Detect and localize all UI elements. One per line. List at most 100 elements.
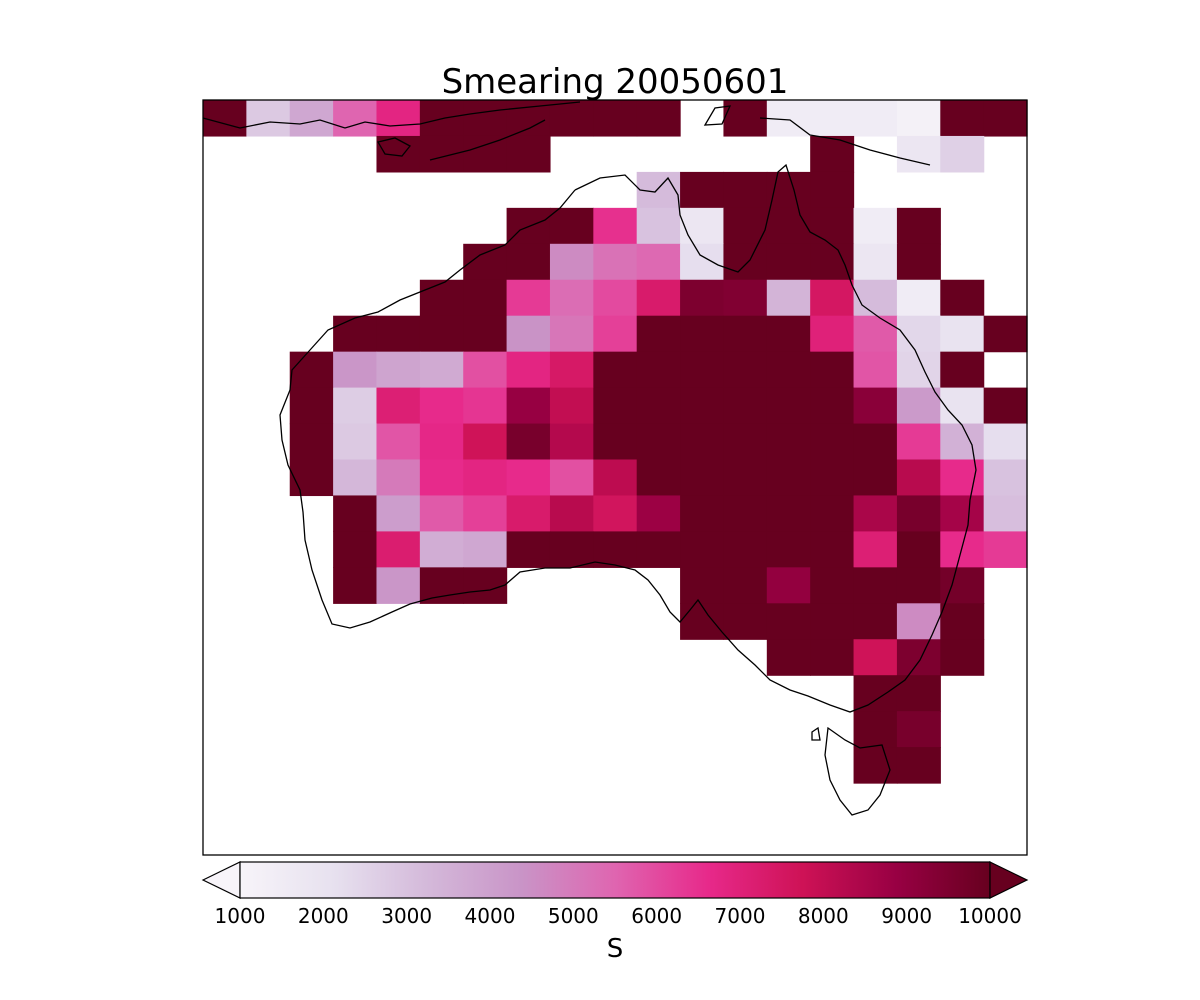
heatmap-cell [593, 459, 638, 497]
heatmap-cell [506, 423, 551, 461]
heatmap-cell [853, 747, 898, 784]
heatmap-cell [549, 207, 594, 245]
heatmap-cell [419, 315, 464, 353]
heatmap-cell [463, 387, 508, 425]
heatmap-cell [896, 567, 941, 604]
plot-frame [202, 99, 1028, 856]
heatmap-cell [940, 351, 985, 389]
heatmap-cell [333, 423, 378, 461]
heatmap-cell [810, 423, 855, 461]
heatmap-cell [853, 711, 898, 748]
heatmap-cell [766, 603, 811, 640]
heatmap-cell [549, 315, 594, 353]
heatmap-cell [983, 387, 1028, 425]
heatmap-cell [723, 531, 768, 568]
heatmap-cell [289, 351, 334, 389]
heatmap-cell [896, 423, 941, 461]
heatmap-cell [896, 207, 941, 245]
heatmap-cell [766, 279, 811, 317]
heatmap-cell [463, 567, 508, 604]
heatmap-cell [376, 387, 421, 425]
heatmap-cell [940, 531, 985, 568]
heatmap-cell [549, 387, 594, 425]
heatmap-cell [506, 459, 551, 497]
heatmap-cell [983, 495, 1028, 532]
heatmap-cell [853, 639, 898, 676]
colorbar-tick-label: 8000 [798, 904, 849, 928]
heatmap-cell [896, 315, 941, 353]
heatmap-cell [723, 207, 768, 245]
heatmap-cell [853, 531, 898, 568]
heatmap-cell [810, 135, 855, 173]
heatmap-cell [680, 351, 725, 389]
heatmap-cell [636, 387, 681, 425]
heatmap-cell [853, 603, 898, 640]
heatmap-cell [983, 531, 1028, 568]
heatmap-cell [940, 423, 985, 461]
heatmap-cell [463, 279, 508, 317]
heatmap-cell [766, 495, 811, 532]
heatmap-cell [463, 459, 508, 497]
heatmap-cell [593, 243, 638, 281]
heatmap-cell [766, 351, 811, 389]
heatmap-cell [289, 100, 334, 137]
heatmap-cell [333, 459, 378, 497]
heatmap-cell [463, 351, 508, 389]
heatmap-cell [463, 495, 508, 532]
chart-title: Smearing 20050601 [442, 62, 789, 102]
heatmap-cell [333, 387, 378, 425]
heatmap-cell [810, 207, 855, 245]
heatmap-cell [896, 495, 941, 532]
heatmap-cell [810, 171, 855, 209]
heatmap-cell [680, 315, 725, 353]
heatmap-cell [506, 495, 551, 532]
heatmap-cell [506, 387, 551, 425]
heatmap-cell [723, 243, 768, 281]
heatmap-cell [940, 495, 985, 532]
heatmap-cell [506, 243, 551, 281]
heatmap-cell [766, 459, 811, 497]
heatmap-cell [983, 459, 1028, 497]
heatmap-cell [593, 315, 638, 353]
heatmap-cell [810, 351, 855, 389]
heatmap-cell [896, 711, 941, 748]
colorbar-tick-label: 7000 [715, 904, 766, 928]
heatmap-cell [896, 747, 941, 784]
heatmap-cell [723, 279, 768, 317]
heatmap-cell [289, 423, 334, 461]
heatmap-cell [636, 423, 681, 461]
heatmap-cell [983, 315, 1028, 353]
heatmap-cell [896, 100, 941, 137]
heatmap-cell [463, 100, 508, 137]
heatmap-cell [896, 243, 941, 281]
heatmap-cell [289, 387, 334, 425]
heatmap-cell [289, 459, 334, 497]
heatmap-cell [940, 387, 985, 425]
heatmap-cell [376, 423, 421, 461]
heatmap-cell [680, 459, 725, 497]
heatmap-cell [723, 603, 768, 640]
heatmap-cell [506, 315, 551, 353]
heatmap-cell [896, 279, 941, 317]
heatmap-cell [896, 639, 941, 676]
heatmap-cell [940, 100, 985, 137]
heatmap-cell [853, 495, 898, 532]
colorbar-extend-min [201, 861, 241, 899]
heatmap-cell [549, 100, 594, 137]
heatmap-grid [203, 100, 1028, 784]
heatmap-cell [376, 351, 421, 389]
heatmap-cell [376, 135, 421, 173]
colorbar-tick-label: 4000 [465, 904, 516, 928]
heatmap-cell [549, 495, 594, 532]
heatmap-cell [636, 459, 681, 497]
heatmap-cell [723, 351, 768, 389]
heatmap-cell [549, 531, 594, 568]
heatmap-cell [810, 315, 855, 353]
heatmap-cell [376, 315, 421, 353]
heatmap-cell [853, 207, 898, 245]
heatmap-cell [593, 100, 638, 137]
heatmap-cell [636, 207, 681, 245]
heatmap-cell [333, 351, 378, 389]
heatmap-cell [723, 315, 768, 353]
